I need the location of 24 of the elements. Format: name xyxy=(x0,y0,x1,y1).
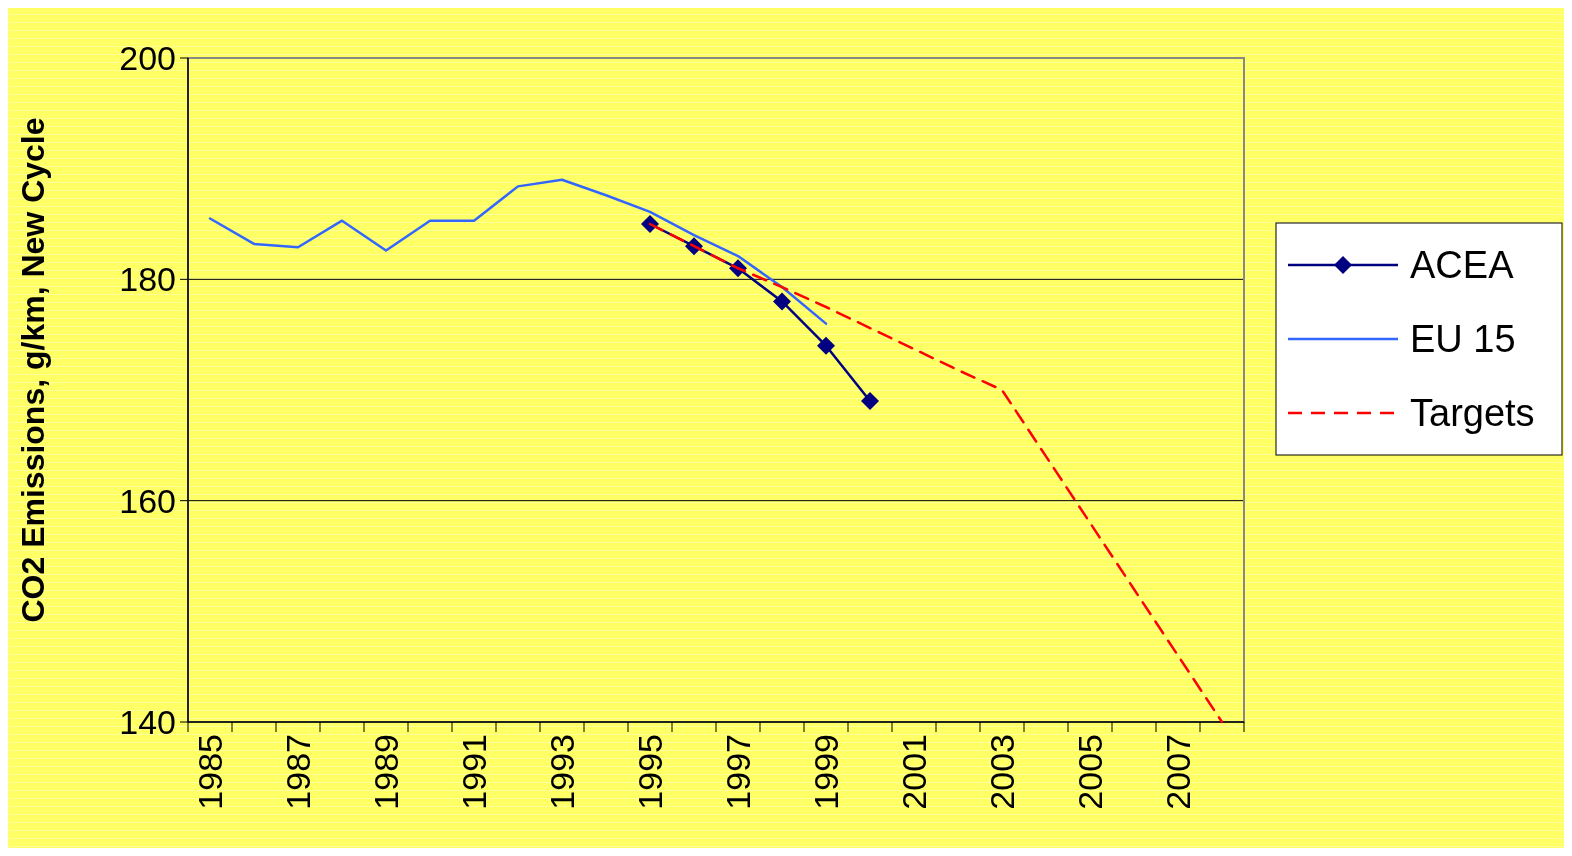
point xyxy=(817,336,835,355)
legend-label: EU 15 xyxy=(1410,318,1516,361)
x-tick-label: 1997 xyxy=(718,734,757,810)
x-tick-label: 2003 xyxy=(982,734,1021,810)
point xyxy=(861,392,879,411)
legend-label: ACEA xyxy=(1410,244,1515,287)
x-tick-label: 2005 xyxy=(1070,734,1109,810)
legend-label: Targets xyxy=(1410,392,1535,435)
y-tick-label: 160 xyxy=(119,481,176,520)
x-tick-label: 1985 xyxy=(190,734,229,810)
x-tick-label: 1991 xyxy=(454,734,493,810)
x-tick-label: 1993 xyxy=(542,734,581,810)
x-tick-label: 1999 xyxy=(806,734,845,810)
point xyxy=(773,292,791,311)
x-tick-label: 1989 xyxy=(366,734,405,810)
x-tick-label: 1995 xyxy=(630,734,669,810)
y-tick-label: 200 xyxy=(119,38,176,77)
y-tick-label: 140 xyxy=(119,702,176,741)
x-tick-label: 1987 xyxy=(278,734,317,810)
y-axis-title: CO2 Emissions, g/km, New Cycle xyxy=(15,117,51,623)
y-tick-label: 180 xyxy=(119,260,176,299)
x-tick-label: 2007 xyxy=(1158,734,1197,810)
line-series xyxy=(208,178,828,325)
x-tick-label: 2001 xyxy=(894,734,933,810)
